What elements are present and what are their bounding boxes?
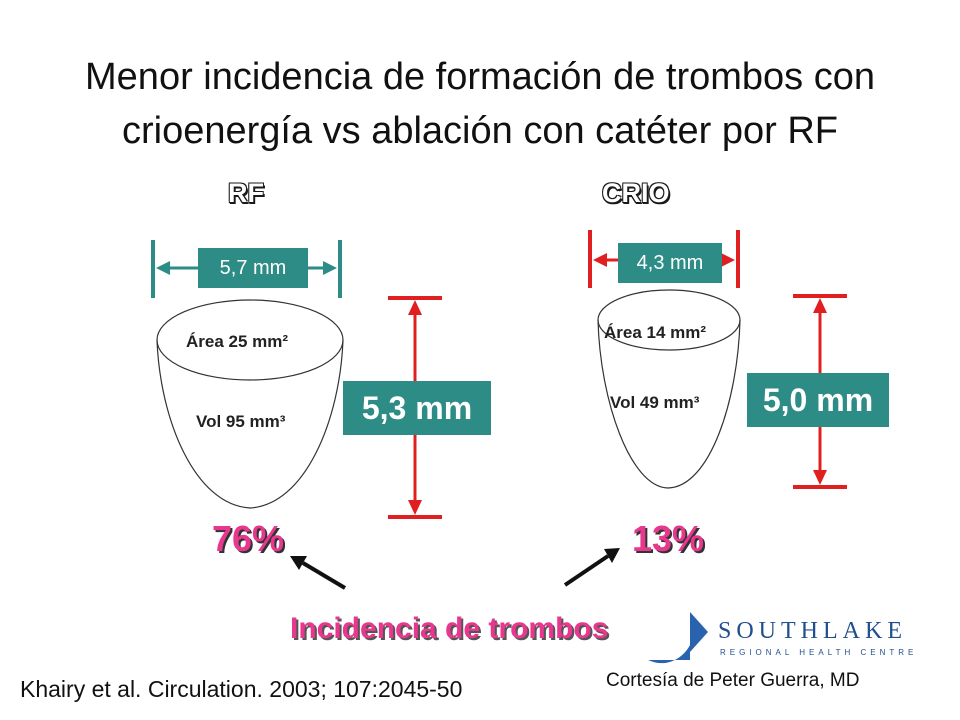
credit: Cortesía de Peter Guerra, MD bbox=[606, 670, 860, 691]
rf-vol-text: Vol 95 mm³ bbox=[196, 412, 286, 431]
slide-title: Menor incidencia de formación de trombos… bbox=[0, 50, 960, 158]
crio-incidence-percent: 13% bbox=[632, 518, 705, 559]
arrow-to-crio bbox=[563, 548, 620, 587]
arrow-to-rf bbox=[290, 556, 347, 590]
crio-vol-text: Vol 49 mm³ bbox=[610, 393, 700, 412]
crio-area-text: Área 14 mm² bbox=[604, 323, 707, 342]
crio-lesion-shape bbox=[597, 289, 741, 489]
rf-lesion-shape bbox=[156, 299, 344, 509]
title-line-1: Menor incidencia de formación de trombos… bbox=[85, 56, 875, 98]
crio-label: CRIO bbox=[602, 178, 670, 208]
southlake-logo-subtitle: REGIONAL HEALTH CENTRE bbox=[720, 648, 918, 657]
rf-incidence-percent: 76% bbox=[212, 518, 285, 559]
rf-area-text: Área 25 mm² bbox=[186, 332, 289, 351]
crio-depth-marker bbox=[793, 294, 847, 489]
rf-width-value: 5,7 mm bbox=[198, 248, 308, 288]
citation: Khairy et al. Circulation. 2003; 107:204… bbox=[20, 676, 463, 702]
incidence-label: Incidencia de trombos bbox=[290, 612, 609, 645]
crio-width-value: 4,3 mm bbox=[618, 243, 722, 283]
rf-depth-value: 5,3 mm bbox=[343, 381, 491, 435]
rf-label: RF bbox=[228, 178, 264, 208]
southlake-logo-emblem bbox=[648, 612, 708, 664]
southlake-logo-name: SOUTHLAKE bbox=[718, 618, 907, 644]
title-line-2: crioenergía vs ablación con catéter por … bbox=[121, 110, 839, 152]
crio-depth-value: 5,0 mm bbox=[747, 373, 889, 427]
